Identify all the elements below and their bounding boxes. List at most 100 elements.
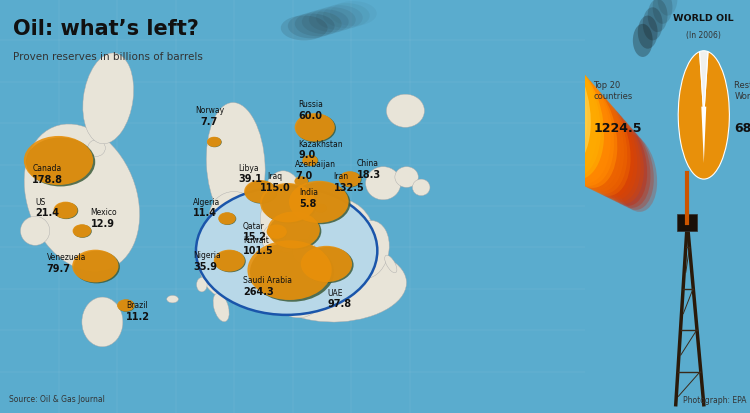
Text: Iraq: Iraq xyxy=(268,171,283,180)
Bar xyxy=(677,215,698,231)
Text: Kuwait: Kuwait xyxy=(243,235,268,244)
Circle shape xyxy=(219,213,236,225)
Polygon shape xyxy=(701,107,706,164)
Text: Venezuela: Venezuela xyxy=(46,253,86,262)
Circle shape xyxy=(207,138,222,148)
Ellipse shape xyxy=(648,0,668,33)
Circle shape xyxy=(295,177,308,187)
Text: 5.8: 5.8 xyxy=(299,198,317,208)
Ellipse shape xyxy=(261,171,305,242)
Ellipse shape xyxy=(197,223,242,297)
Ellipse shape xyxy=(548,75,614,186)
Ellipse shape xyxy=(503,33,584,169)
Circle shape xyxy=(54,203,78,220)
Text: 18.3: 18.3 xyxy=(357,170,381,180)
Ellipse shape xyxy=(538,65,608,183)
Text: 1224.5: 1224.5 xyxy=(593,121,642,135)
Circle shape xyxy=(315,204,327,213)
Text: 7.0: 7.0 xyxy=(296,171,313,180)
Ellipse shape xyxy=(528,56,601,178)
Ellipse shape xyxy=(518,47,594,174)
Circle shape xyxy=(26,138,95,187)
Circle shape xyxy=(74,225,92,238)
Ellipse shape xyxy=(592,116,644,204)
Text: Proven reserves in billions of barrels: Proven reserves in billions of barrels xyxy=(13,52,202,62)
Circle shape xyxy=(303,156,318,167)
Circle shape xyxy=(214,250,244,272)
Ellipse shape xyxy=(213,293,230,322)
Circle shape xyxy=(244,180,277,204)
Circle shape xyxy=(302,247,353,283)
Circle shape xyxy=(245,181,278,204)
Text: 60.0: 60.0 xyxy=(298,111,322,121)
Text: Algeria: Algeria xyxy=(193,197,220,206)
Ellipse shape xyxy=(302,10,349,35)
Ellipse shape xyxy=(582,107,638,200)
Circle shape xyxy=(269,213,321,250)
Text: 11.4: 11.4 xyxy=(193,208,217,218)
Text: US: US xyxy=(35,197,45,206)
Circle shape xyxy=(267,225,287,240)
Circle shape xyxy=(72,250,118,283)
Text: Iran: Iran xyxy=(334,171,349,180)
Ellipse shape xyxy=(638,17,658,50)
Text: 101.5: 101.5 xyxy=(243,246,274,256)
Circle shape xyxy=(73,225,92,238)
Ellipse shape xyxy=(494,24,578,164)
Circle shape xyxy=(260,184,316,223)
Ellipse shape xyxy=(513,42,591,173)
Text: China: China xyxy=(357,159,379,168)
Circle shape xyxy=(296,115,336,143)
Ellipse shape xyxy=(295,12,342,37)
Text: (In 2006): (In 2006) xyxy=(686,31,722,40)
Text: 11.2: 11.2 xyxy=(126,311,150,321)
Ellipse shape xyxy=(298,198,374,273)
Circle shape xyxy=(295,177,308,187)
Circle shape xyxy=(118,300,135,312)
Ellipse shape xyxy=(288,14,334,39)
Ellipse shape xyxy=(385,256,397,273)
Ellipse shape xyxy=(309,8,356,33)
Text: 79.7: 79.7 xyxy=(46,263,70,273)
Circle shape xyxy=(248,241,332,300)
Circle shape xyxy=(266,225,286,239)
Text: 7.7: 7.7 xyxy=(201,117,218,127)
Circle shape xyxy=(117,299,134,312)
Ellipse shape xyxy=(20,217,50,246)
Circle shape xyxy=(339,172,361,188)
Circle shape xyxy=(295,114,334,142)
Circle shape xyxy=(74,251,120,284)
Ellipse shape xyxy=(523,52,598,176)
Text: 178.8: 178.8 xyxy=(32,175,63,185)
Ellipse shape xyxy=(292,240,316,264)
Ellipse shape xyxy=(166,296,178,303)
Ellipse shape xyxy=(572,97,631,197)
Ellipse shape xyxy=(82,54,134,145)
Ellipse shape xyxy=(533,61,604,180)
Ellipse shape xyxy=(633,25,652,58)
Ellipse shape xyxy=(607,130,654,210)
Ellipse shape xyxy=(266,248,406,322)
Text: Saudi Arabia: Saudi Arabia xyxy=(243,275,292,285)
Ellipse shape xyxy=(612,135,657,212)
Ellipse shape xyxy=(509,38,587,171)
Ellipse shape xyxy=(24,125,140,272)
Text: Qatar: Qatar xyxy=(243,221,265,230)
Ellipse shape xyxy=(394,167,418,188)
Ellipse shape xyxy=(386,95,424,128)
Ellipse shape xyxy=(82,297,123,347)
Ellipse shape xyxy=(196,278,207,292)
Ellipse shape xyxy=(366,167,400,200)
Text: 115.0: 115.0 xyxy=(260,182,290,192)
Circle shape xyxy=(53,202,77,219)
Text: 9.0: 9.0 xyxy=(298,150,316,160)
Ellipse shape xyxy=(206,103,266,227)
Ellipse shape xyxy=(262,225,286,254)
Ellipse shape xyxy=(209,192,259,242)
Ellipse shape xyxy=(553,79,617,188)
Ellipse shape xyxy=(652,0,673,25)
Text: Azerbaijan: Azerbaijan xyxy=(296,160,337,169)
Ellipse shape xyxy=(562,88,624,192)
Wedge shape xyxy=(678,52,729,180)
Ellipse shape xyxy=(587,112,640,202)
